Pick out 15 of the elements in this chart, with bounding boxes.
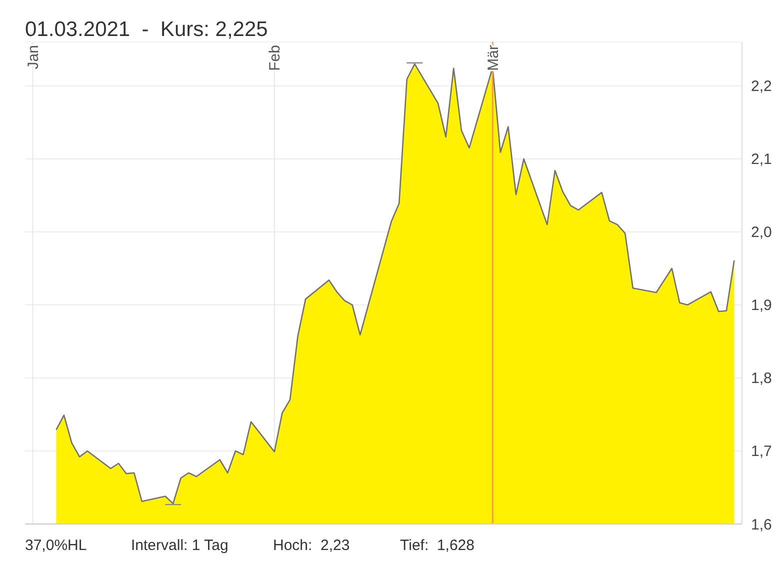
x-tick-label: Feb bbox=[266, 45, 284, 71]
y-tick-label: 2,1 bbox=[751, 151, 772, 168]
text: Tief: 1,628 bbox=[400, 537, 474, 554]
text: 37,0%HL bbox=[25, 537, 87, 554]
text: Hoch: 2,23 bbox=[273, 537, 350, 554]
x-tick-label: Mär bbox=[484, 45, 502, 71]
x-tick-label: Jan bbox=[25, 45, 42, 70]
y-tick-label: 1,8 bbox=[751, 370, 772, 388]
y-tick-label: 1,7 bbox=[751, 443, 772, 460]
y-tick-label: 1,9 bbox=[751, 297, 772, 314]
text: Intervall: 1 Tag bbox=[131, 537, 228, 554]
y-tick-label: 1,6 bbox=[751, 516, 772, 534]
chart-title: 01.03.2021 - Kurs: 2,225 bbox=[25, 18, 268, 41]
y-tick-label: 2,0 bbox=[751, 224, 772, 242]
y-tick-label: 2,2 bbox=[751, 78, 772, 96]
